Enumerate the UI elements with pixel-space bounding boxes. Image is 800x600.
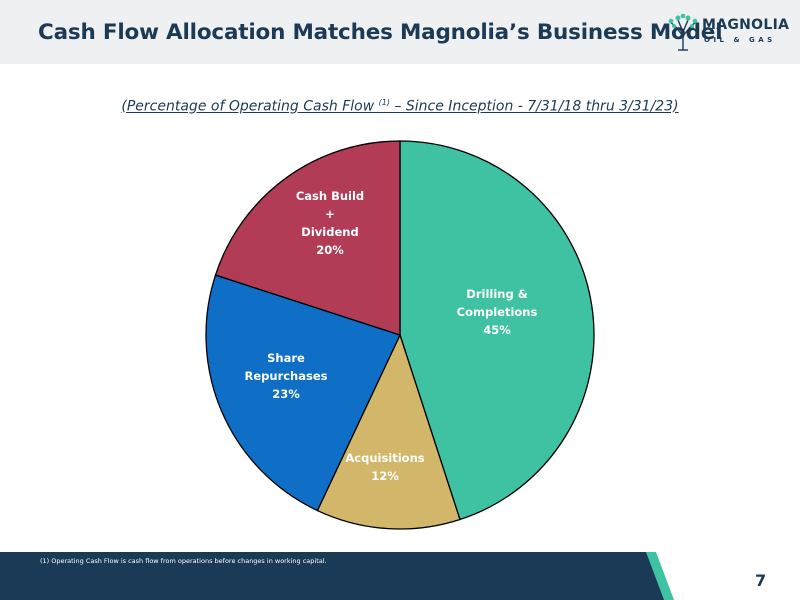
slice-label: Cash Build + Dividend 20% xyxy=(296,189,364,257)
subtitle-text: (Percentage of Operating Cash Flow xyxy=(121,98,379,115)
header-bar xyxy=(0,0,800,64)
slice-label: Share Repurchases 23% xyxy=(245,351,328,401)
subtitle-text-end: – Since Inception - 7/31/18 thru 3/31/23… xyxy=(390,98,679,115)
page-title: Cash Flow Allocation Matches Magnolia’s … xyxy=(38,20,723,45)
logo-subtext: OIL & GAS xyxy=(704,36,776,44)
tree-icon xyxy=(668,13,698,51)
slice-label: Acquisitions 12% xyxy=(345,451,424,483)
page-number: 7 xyxy=(755,571,767,590)
subtitle-footnote-ref: (1) xyxy=(378,98,390,107)
logo-wordmark: MAGNOLIA xyxy=(702,17,790,33)
pie-slice xyxy=(316,333,461,530)
footnote: (1) Operating Cash Flow is cash flow fro… xyxy=(40,557,327,565)
company-logo: MAGNOLIA OIL & GAS xyxy=(666,12,790,52)
pie-slice xyxy=(399,140,595,521)
chart-subtitle: (Percentage of Operating Cash Flow (1) –… xyxy=(0,98,800,115)
footer-bar xyxy=(0,552,674,600)
pie-slice xyxy=(214,140,401,336)
pie-slice xyxy=(205,274,401,512)
slice-label: Drilling & Completions 45% xyxy=(457,287,538,337)
